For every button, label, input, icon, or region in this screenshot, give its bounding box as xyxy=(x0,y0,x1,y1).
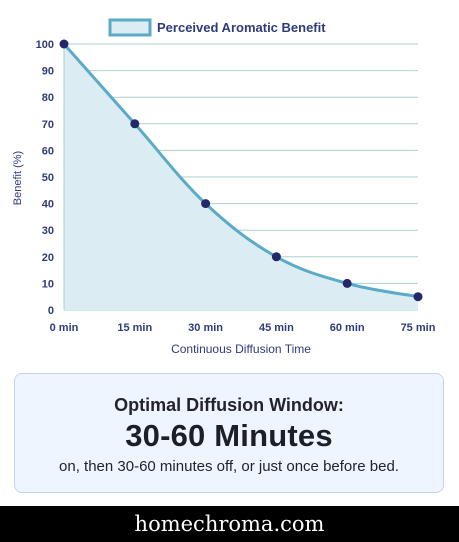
y-tick-label: 80 xyxy=(42,92,54,104)
callout-text: on, then 30-60 minutes off, or just once… xyxy=(59,458,399,475)
x-axis-title: Continuous Diffusion Time xyxy=(171,342,311,356)
site-footer[interactable]: homechroma.com xyxy=(0,506,459,542)
y-tick-labels: 0 10 20 30 40 50 60 70 80 90 100 xyxy=(36,39,54,317)
y-tick-label: 30 xyxy=(42,225,54,237)
data-point[interactable] xyxy=(271,252,281,262)
callout-value: 30-60 Minutes xyxy=(125,418,333,453)
data-point[interactable] xyxy=(413,292,423,302)
data-point[interactable] xyxy=(342,278,352,288)
legend[interactable]: Perceived Aromatic Benefit xyxy=(108,18,326,37)
legend-swatch xyxy=(108,18,152,37)
y-tick-label: 60 xyxy=(42,145,54,157)
x-tick-label: 75 min xyxy=(401,322,436,334)
y-axis-title: Benefit (%) xyxy=(12,151,24,205)
x-tick-label: 45 min xyxy=(259,322,294,334)
y-tick-label: 70 xyxy=(42,119,54,131)
optimal-window-card: Optimal Diffusion Window: 30-60 Minutes … xyxy=(14,373,444,493)
y-tick-label: 0 xyxy=(48,305,54,317)
site-name[interactable]: homechroma.com xyxy=(134,512,325,536)
data-point[interactable] xyxy=(201,199,211,209)
x-tick-labels: 0 min 15 min 30 min 45 min 60 min 75 min xyxy=(50,322,436,334)
y-tick-label: 100 xyxy=(36,39,54,51)
y-tick-label: 50 xyxy=(42,172,54,184)
callout-heading: Optimal Diffusion Window: xyxy=(114,395,344,415)
x-tick-label: 30 min xyxy=(188,322,223,334)
data-point[interactable] xyxy=(59,39,69,49)
x-tick-label: 15 min xyxy=(117,322,152,334)
y-tick-label: 10 xyxy=(42,278,54,290)
benefit-area xyxy=(64,44,418,310)
x-tick-label: 0 min xyxy=(50,322,79,334)
benefit-chart: 0 10 20 30 40 50 60 70 80 90 100 0 min 15 min 30 min… xyxy=(12,18,436,356)
y-tick-label: 20 xyxy=(42,252,54,264)
legend-label: Perceived Aromatic Benefit xyxy=(157,20,326,35)
data-point[interactable] xyxy=(130,119,140,129)
data-points xyxy=(59,39,423,302)
y-tick-label: 90 xyxy=(42,66,54,78)
x-tick-label: 60 min xyxy=(330,322,365,334)
y-tick-label: 40 xyxy=(42,199,54,211)
